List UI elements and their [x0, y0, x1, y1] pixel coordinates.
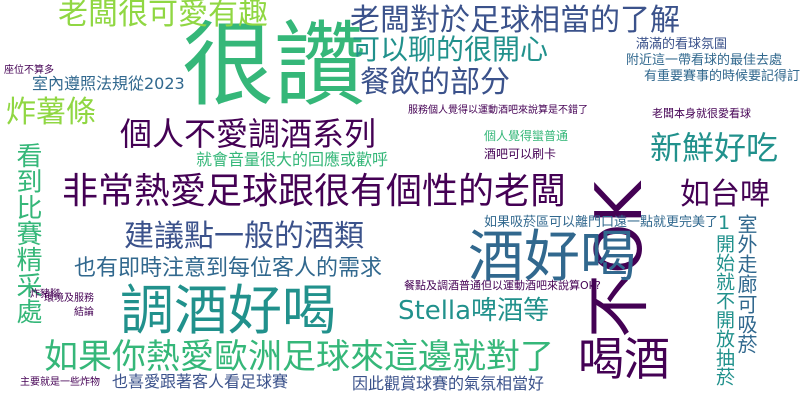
word-shiwai: 室外走廊可吸菸	[734, 214, 758, 354]
word-candian: 餐點及調酒普通但以運動酒吧來說算Ok?	[404, 279, 601, 292]
word-aikan: 老闆本身就很愛看球	[652, 107, 751, 120]
word-fujin: 附近這一帶看球的最佳去處	[626, 53, 783, 68]
word-laoban-zuqiu: 老闆對於足球相當的了解	[350, 3, 680, 38]
word-zuowei: 座位不算多	[4, 65, 54, 76]
word-shinei: 室內遵照法規從2023	[32, 74, 185, 93]
word-huanjing: 環境及服務	[44, 293, 94, 304]
word-yinliang: 就會音量很大的回應或歡呼	[196, 150, 389, 169]
word-manman: 滿滿的看球氛圍	[636, 37, 728, 52]
word-tiao-jiu-hao-he: 調酒好喝	[120, 279, 336, 342]
word-zhongyao: 有重要賽事的時候要記得訂位	[644, 69, 800, 84]
word-keyi-liao: 可以聊的很開心	[352, 33, 549, 66]
word-ruguo-ni: 如果你熱愛歐洲足球來這邊就對了	[44, 337, 554, 377]
word-jielun: 結論	[74, 307, 94, 318]
word-xiyan-qu: 如果吸菸區可以離門口遠一點就更完美了	[484, 215, 719, 230]
word-hen-zan: 很讚	[182, 12, 367, 119]
word-ru-taipi: 如台啤	[680, 177, 770, 212]
word-canyin: 餐飲的部分	[360, 65, 510, 100]
word-jishi: 也有即時注意到每位客人的需求	[74, 256, 383, 281]
word-zhuj: 炸豬腳	[30, 289, 60, 300]
word-jianyi: 建議點一般的酒類	[124, 219, 364, 254]
word-kandao-bisai: 看到比賽精采處	[12, 142, 42, 324]
word-xinxian: 新鮮好吃	[650, 129, 779, 167]
word-he-jiu: 喝酒	[578, 332, 670, 386]
word-stella: Stella啤酒等	[398, 296, 550, 326]
word-xiai-kan: 也喜愛跟著客人看足球賽	[112, 372, 289, 391]
word-zhuyao: 主要就是一些炸物	[20, 377, 100, 388]
word-kaishi-buchou: 1開始就不開放抽菸	[713, 212, 735, 386]
word-zha-shutiao: 炸薯條	[6, 95, 96, 130]
word-yinci: 因此觀賞球賽的氣氛相當好	[352, 374, 545, 393]
word-shuaka: 酒吧可以刷卡	[484, 147, 557, 161]
word-putong: 個人覺得蠻普通	[484, 129, 569, 143]
word-jiu-hao-he: 酒好喝	[468, 225, 636, 290]
word-geren-budiao: 個人不愛調酒系列	[120, 115, 377, 153]
word-feichang-reai: 非常熱愛足球跟很有個性的老闆	[62, 171, 567, 212]
word-fuwu: 服務個人覺得以運動酒吧來說算是不錯了	[408, 105, 588, 116]
word-laoban-keai: 老闆很可愛有趣	[58, 0, 268, 32]
